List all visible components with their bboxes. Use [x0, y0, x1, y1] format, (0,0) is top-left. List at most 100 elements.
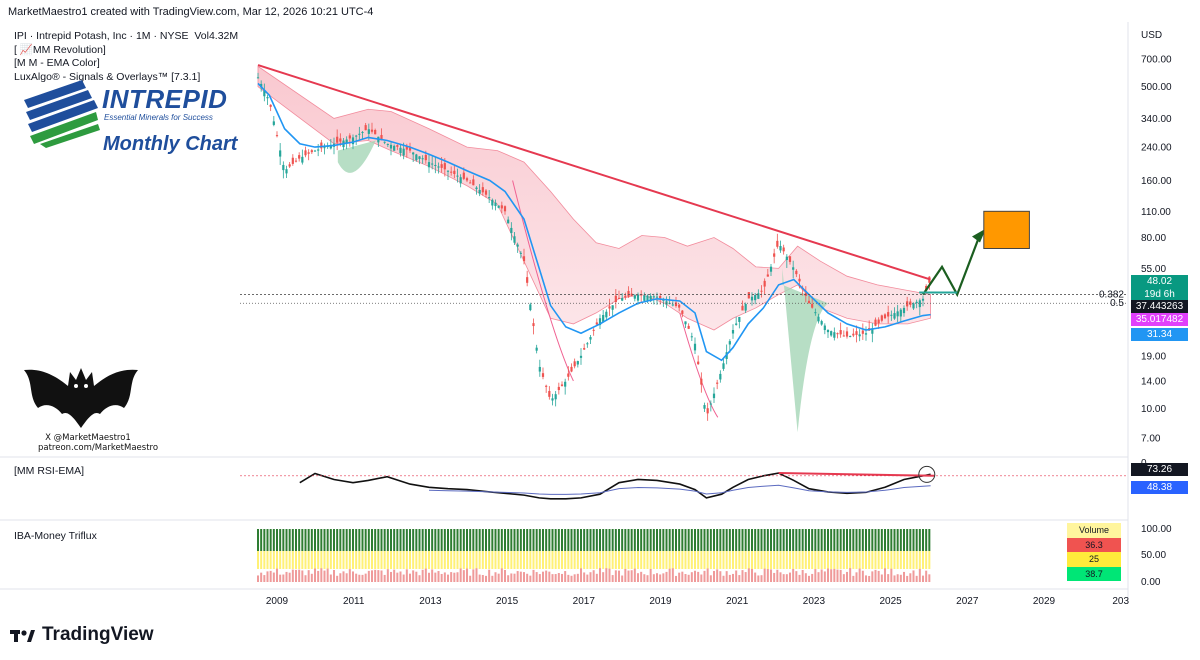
candle-body	[472, 179, 475, 186]
candle-body	[383, 141, 386, 143]
triflux-yellow-bar	[516, 551, 519, 569]
candle-body	[415, 154, 418, 161]
candle-body	[285, 169, 288, 174]
triflux-yellow-bar	[295, 551, 297, 569]
triflux-green-bar	[314, 529, 316, 551]
triflux-red-bar	[709, 575, 712, 582]
indicator-luxalgo[interactable]: LuxAlgo® - Signals & Overlays™ [7.3.1]	[14, 70, 201, 83]
triflux-red-bar	[564, 571, 567, 582]
triflux-green-bar	[643, 529, 646, 551]
triflux-yellow-bar	[782, 551, 785, 569]
volume-table-row: 38.7	[1067, 566, 1121, 581]
candle-body	[355, 135, 358, 137]
triflux-red-bar	[481, 575, 484, 582]
triflux-pane-title[interactable]: IBA-Money Triflux	[14, 530, 97, 542]
triflux-green-bar	[836, 529, 839, 551]
triflux-axis-label: 0.00	[1141, 577, 1161, 588]
triflux-yellow-bar	[548, 551, 551, 569]
triflux-yellow-bar	[418, 551, 421, 569]
triflux-yellow-bar	[912, 551, 915, 569]
candle-body	[652, 296, 655, 298]
triflux-yellow-bar	[630, 551, 633, 569]
triflux-yellow-bar	[599, 551, 601, 569]
triflux-red-bar	[573, 574, 576, 582]
triflux-red-bar	[260, 572, 263, 582]
triflux-red-bar	[304, 575, 307, 582]
triflux-yellow-bar	[798, 551, 801, 569]
candle-body	[773, 253, 776, 257]
symbol-line[interactable]: IPI · Intrepid Potash, Inc · 1M · NYSE V…	[14, 30, 238, 44]
currency-label[interactable]: USD	[1141, 30, 1163, 41]
candle-body	[320, 142, 323, 149]
triflux-yellow-bar	[288, 551, 291, 569]
candle-body	[776, 240, 779, 247]
triflux-green-bar	[561, 529, 563, 551]
triflux-green-bar	[779, 529, 782, 551]
candle-body	[839, 330, 842, 335]
triflux-yellow-bar	[580, 551, 582, 569]
triflux-yellow-bar	[504, 551, 506, 569]
candle-body	[519, 252, 522, 254]
price-tag-ema-blue: 31.34	[1131, 328, 1188, 341]
triflux-green-bar	[656, 529, 658, 551]
rsi-pane-title[interactable]: [MM RSI-EMA]	[14, 465, 84, 477]
triflux-red-bar	[456, 572, 459, 582]
triflux-green-bar	[665, 529, 668, 551]
triflux-green-bar	[903, 529, 905, 551]
triflux-red-bar	[459, 568, 462, 582]
candle-body	[690, 336, 693, 338]
price-tick-label: 14.00	[1141, 376, 1166, 387]
price-tick-label: 10.00	[1141, 404, 1166, 415]
triflux-red-bar	[526, 573, 529, 582]
triflux-green-bar	[345, 529, 348, 551]
watermark-patreon: patreon.com/MarketMaestro	[38, 443, 159, 453]
bull-ribbon-patch	[337, 140, 376, 173]
candle-body	[440, 164, 443, 168]
candle-body	[909, 301, 912, 305]
triflux-yellow-bar	[817, 551, 820, 569]
triflux-yellow-bar	[336, 551, 339, 569]
triflux-green-bar	[551, 529, 554, 551]
triflux-yellow-bar	[868, 551, 871, 569]
triflux-green-bar	[485, 529, 487, 551]
time-tick-label: 2023	[803, 596, 826, 607]
triflux-green-bar	[301, 529, 304, 551]
triflux-red-bar	[333, 569, 335, 582]
triflux-red-bar	[355, 573, 358, 582]
candle-body	[380, 134, 383, 140]
triflux-green-bar	[855, 529, 858, 551]
symbol-label[interactable]: IPI · Intrepid Potash, Inc · 1M · NYSE	[14, 30, 189, 42]
candle-body	[792, 267, 795, 270]
triflux-pane-layer	[257, 529, 931, 582]
tradingview-brand[interactable]: TradingView	[10, 624, 154, 646]
rsi-value-tag: 73.26	[1131, 463, 1188, 476]
triflux-red-bar	[630, 570, 633, 582]
candle-body	[358, 133, 361, 135]
triflux-green-bar	[323, 529, 326, 551]
triflux-red-bar	[583, 572, 586, 582]
triflux-red-bar	[405, 569, 408, 582]
triflux-green-bar	[833, 529, 836, 551]
triflux-green-bar	[453, 529, 456, 551]
candle-body	[902, 307, 906, 314]
triflux-green-bar	[459, 529, 462, 551]
rsi-ema-value-tag: 48.38	[1131, 481, 1188, 494]
triflux-red-bar	[434, 572, 437, 582]
triflux-yellow-bar	[298, 551, 301, 569]
triflux-yellow-bar	[535, 551, 538, 569]
triflux-red-bar	[380, 570, 383, 582]
triflux-red-bar	[776, 569, 779, 582]
triflux-yellow-bar	[396, 551, 399, 569]
triflux-green-bar	[659, 529, 662, 551]
time-tick-label: 2017	[573, 596, 596, 607]
triflux-red-bar	[760, 575, 763, 582]
indicator-mm-revolution[interactable]: [ 📈MM Revolution]	[14, 43, 106, 56]
triflux-green-bar	[542, 529, 544, 551]
triflux-green-bar	[633, 529, 636, 551]
indicator-ema-color[interactable]: [M M - EMA Color]	[14, 57, 100, 69]
triflux-yellow-bar	[637, 551, 639, 569]
triflux-yellow-bar	[779, 551, 782, 569]
triflux-green-bar	[428, 529, 430, 551]
candle-body	[393, 145, 396, 151]
candle-body	[282, 164, 285, 171]
